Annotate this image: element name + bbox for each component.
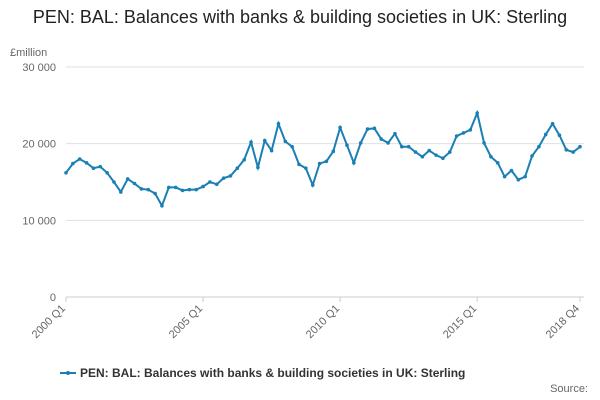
point	[173, 185, 178, 190]
point	[242, 157, 246, 162]
point	[119, 190, 123, 194]
point	[495, 161, 500, 165]
point	[420, 154, 425, 159]
point	[564, 148, 569, 152]
x-tick-label: 2015 Q1	[441, 303, 479, 341]
point	[365, 127, 370, 131]
point	[427, 148, 432, 153]
source: Source:	[550, 383, 588, 395]
point	[379, 137, 384, 141]
point	[447, 150, 452, 154]
point	[132, 181, 137, 186]
point	[194, 187, 199, 192]
point	[324, 159, 329, 164]
point	[530, 154, 534, 158]
point	[256, 165, 260, 170]
point	[269, 148, 274, 153]
x-tick-label: 2010 Q1	[304, 303, 342, 341]
point	[276, 121, 281, 126]
point	[557, 133, 562, 138]
y-axis-label: £million	[10, 47, 47, 59]
point	[167, 185, 171, 190]
point	[345, 143, 349, 147]
point	[543, 132, 548, 137]
point	[454, 134, 459, 138]
point	[372, 126, 377, 131]
x-tick-label: 2000 Q1	[30, 303, 68, 341]
legend-text: PEN: BAL: Balances with banks & building…	[80, 366, 465, 380]
point	[105, 171, 109, 175]
y-tick-label: 10 000	[22, 215, 56, 227]
point	[434, 153, 438, 157]
point	[125, 177, 130, 181]
y-tick-label: 20 000	[22, 139, 56, 151]
point	[160, 203, 164, 208]
point	[482, 141, 486, 145]
point	[461, 131, 466, 135]
point	[146, 187, 151, 192]
point	[98, 164, 103, 169]
chart-title: PEN: BAL: Balances with banks & building…	[32, 7, 568, 27]
point	[139, 187, 144, 191]
x-tick-label: 2018 Q4	[544, 303, 582, 341]
point	[386, 141, 390, 145]
point	[297, 162, 301, 167]
point	[77, 157, 82, 161]
point	[112, 180, 116, 184]
point	[290, 144, 294, 149]
point	[413, 150, 418, 154]
point	[578, 144, 582, 149]
point	[358, 141, 363, 145]
point	[91, 166, 96, 170]
x-tick-label: 2005 Q1	[167, 303, 205, 341]
point	[283, 139, 288, 144]
point	[571, 150, 575, 154]
point	[187, 187, 192, 192]
point	[84, 161, 89, 165]
point	[406, 144, 411, 149]
point	[262, 138, 267, 143]
point	[304, 166, 308, 170]
y-tick-label: 30 000	[22, 62, 56, 74]
point	[180, 188, 185, 193]
point	[338, 125, 342, 130]
point	[71, 161, 75, 166]
point	[235, 166, 240, 170]
point	[523, 174, 527, 179]
point	[537, 144, 541, 149]
point	[214, 182, 219, 187]
point	[208, 180, 212, 184]
point	[228, 174, 233, 178]
point	[317, 161, 322, 166]
legend-marker	[66, 371, 70, 375]
point	[502, 174, 507, 179]
point	[221, 176, 226, 180]
y-tick-label: 0	[50, 292, 56, 304]
point	[153, 191, 157, 196]
point	[352, 161, 356, 165]
series-line	[65, 109, 581, 209]
point	[249, 140, 253, 144]
point	[201, 184, 205, 189]
point	[393, 131, 397, 136]
point	[468, 128, 473, 132]
point	[550, 121, 555, 126]
point	[516, 177, 521, 182]
point	[64, 171, 68, 175]
point	[489, 154, 493, 159]
point	[509, 168, 514, 173]
point	[475, 111, 480, 115]
point	[331, 149, 336, 154]
point	[441, 156, 445, 161]
point	[310, 183, 315, 187]
point	[400, 144, 404, 149]
